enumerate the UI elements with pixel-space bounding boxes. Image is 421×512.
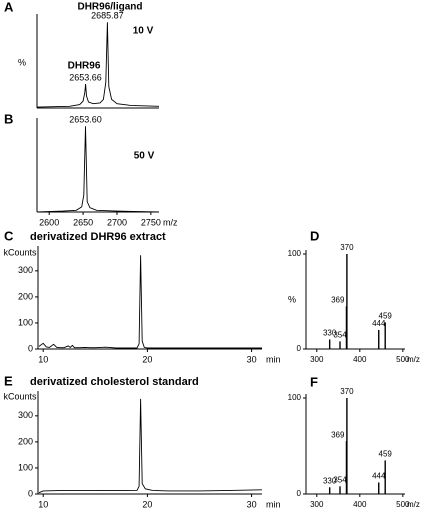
peak-label: 459 (379, 312, 393, 321)
x-tick-label: 10 (38, 499, 48, 509)
x-tick-label: 2600 (39, 217, 59, 227)
peak-label: 444 (372, 319, 386, 328)
x-tick-label: 2750 (141, 217, 161, 227)
panel-letter: E (4, 373, 13, 388)
annotation: 10 V (133, 26, 154, 37)
trace (36, 22, 160, 108)
peak-label: 2685.87 (91, 11, 124, 21)
trace (36, 126, 160, 213)
peak-label: 459 (379, 450, 393, 459)
x-tick-label: 30 (247, 499, 257, 509)
x-axis-label: min (266, 499, 281, 509)
annotation: DHR96 (68, 61, 101, 72)
y-tick-label: 100 (18, 462, 33, 472)
x-axis-label: m/z (407, 500, 420, 509)
x-tick-label: 20 (142, 499, 152, 509)
peak-label: 369 (331, 430, 345, 439)
y-tick-label: 200 (18, 436, 33, 446)
annotation: 50 V (134, 151, 155, 162)
peak-label: 370 (340, 387, 354, 396)
x-tick-label: 400 (353, 500, 367, 509)
peak-label: 354 (333, 475, 347, 484)
peak-label: 2653.60 (69, 115, 102, 125)
x-tick-label: 500 (396, 355, 410, 364)
x-tick-label: 400 (353, 355, 367, 364)
panel-title: derivatized DHR96 extract (30, 231, 166, 243)
y-tick-label: 100 (288, 249, 302, 258)
x-tick-label: 300 (310, 500, 324, 509)
x-tick-label: 20 (142, 354, 152, 364)
y-tick-label: 300 (18, 265, 33, 275)
y-tick-label: 0 (28, 488, 33, 498)
peak-label: 330 (323, 329, 337, 338)
y-tick-label: 200 (18, 291, 33, 301)
peak-label: 444 (372, 472, 386, 481)
panel-title: derivatized cholesterol standard (30, 376, 199, 388)
panel-letter: F (310, 374, 318, 389)
peak-label: 369 (331, 295, 345, 304)
panel-letter: C (4, 228, 14, 243)
panel-letter: B (4, 111, 13, 126)
peak-label: 354 (333, 331, 347, 340)
peak-label: 330 (323, 476, 337, 485)
y-tick-label: 0 (28, 343, 33, 353)
annotation: DHR96/ligand (77, 2, 142, 13)
panel-letter: A (4, 0, 14, 14)
y-axis-label: kCounts (3, 247, 37, 257)
y-tick-label: 0 (297, 489, 302, 498)
trace (38, 255, 262, 349)
x-tick-label: 2650 (73, 217, 93, 227)
x-axis-label: min (266, 354, 281, 364)
peak-label: 370 (340, 243, 354, 252)
trace (38, 398, 263, 494)
y-axis-label: kCounts (3, 391, 37, 401)
x-tick-label: 2700 (107, 217, 127, 227)
y-tick-label: 0 (297, 344, 302, 353)
x-axis-label: m/z (407, 355, 420, 364)
panel-letter: D (310, 228, 319, 243)
peak-label: 2653.66 (69, 72, 102, 82)
x-tick-label: 300 (310, 355, 324, 364)
y-tick-label: 100 (18, 317, 33, 327)
y-axis-label: % (288, 294, 296, 304)
y-axis-label: % (18, 57, 26, 67)
y-tick-label: 100 (288, 393, 302, 402)
x-tick-label: 500 (396, 500, 410, 509)
x-tick-label: 30 (247, 354, 257, 364)
x-axis-label: m/z (163, 217, 178, 227)
x-tick-label: 10 (38, 354, 48, 364)
y-tick-label: 300 (18, 410, 33, 420)
